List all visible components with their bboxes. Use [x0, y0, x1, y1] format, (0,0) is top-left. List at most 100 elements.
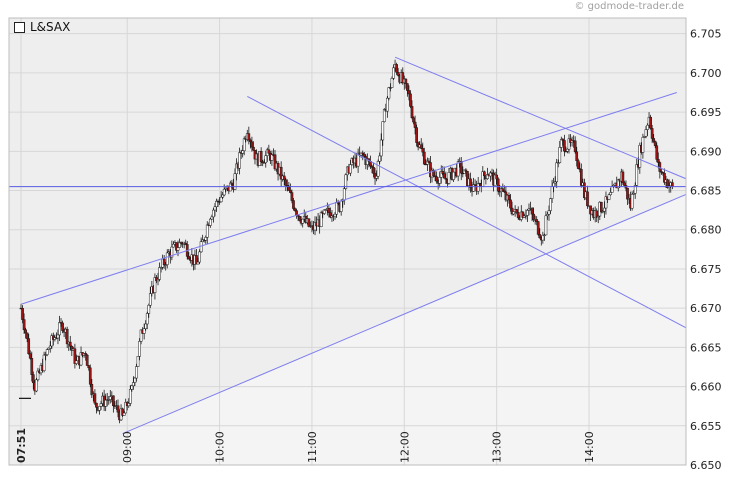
candle-body [376, 161, 380, 177]
candle-body [623, 182, 626, 186]
candle-body [579, 169, 583, 186]
candle-body [653, 141, 657, 146]
candle-body [132, 382, 135, 387]
candle-body [576, 160, 580, 169]
candle-body [170, 246, 174, 258]
candle-body [313, 222, 317, 231]
candle-body [366, 158, 369, 165]
candle-body [663, 172, 666, 183]
candle-body [213, 206, 217, 211]
x-tick-label: 10:00 [214, 431, 227, 463]
candle-body [293, 208, 297, 211]
candles [19, 59, 674, 424]
candle-body [406, 83, 409, 91]
candle-body [164, 264, 168, 266]
candle-body [555, 162, 559, 182]
candle-body [644, 129, 648, 137]
candle-body [290, 192, 294, 201]
trendline [20, 92, 677, 305]
candle-body [184, 242, 188, 245]
candle-body [433, 175, 437, 178]
candle-body [24, 329, 27, 334]
candle-body [30, 358, 34, 375]
candle-body [259, 150, 263, 162]
candle-body [21, 308, 24, 320]
candle-body [70, 345, 74, 351]
candle-body [382, 109, 386, 122]
candle-body [230, 182, 234, 185]
candle-body [541, 235, 545, 241]
candle-body [396, 72, 400, 76]
candle-body [156, 279, 160, 282]
candle-body [373, 173, 377, 179]
candle-body [307, 218, 311, 227]
candle-body [559, 138, 563, 148]
candle-body [386, 97, 389, 112]
candle-body [48, 345, 52, 349]
candle-body [544, 215, 548, 236]
candle-body [252, 146, 255, 151]
candle-body [482, 171, 486, 177]
candle-body [284, 179, 288, 186]
candle-body [643, 136, 646, 138]
candle-body [356, 152, 360, 167]
candle-body [566, 148, 569, 152]
candle-body [172, 243, 175, 248]
candle-body [107, 399, 111, 401]
candle-body [65, 328, 69, 345]
candle-body [159, 267, 163, 269]
y-tick-label: 6.670 [690, 302, 722, 315]
candle-body [621, 171, 625, 184]
trendline [247, 95, 687, 329]
y-tick-label: 6.660 [690, 381, 722, 394]
candle-body [93, 393, 97, 404]
y-tick-label: 6.700 [690, 67, 722, 80]
x-tick-label: 07:51 [15, 428, 28, 463]
candle-body [415, 127, 418, 143]
candle-body [524, 215, 528, 217]
candle-body [538, 234, 542, 239]
candle-body [208, 218, 212, 226]
candle-body [262, 162, 266, 164]
candle-body [427, 160, 431, 163]
candle-body [68, 341, 72, 347]
candle-body [301, 218, 305, 224]
candle-body [75, 360, 78, 364]
candle-body [401, 72, 405, 84]
candle-body [503, 190, 506, 193]
candle-body [459, 160, 463, 174]
candle-body [61, 322, 64, 331]
candle-body [641, 137, 645, 153]
candle-body [671, 182, 674, 187]
candle-body [130, 385, 134, 390]
candle-body [461, 172, 465, 175]
candle-body [124, 402, 128, 414]
candle-body [599, 201, 603, 213]
candle-body [633, 185, 637, 194]
candle-body [261, 161, 265, 164]
candle-body [145, 313, 149, 325]
y-tick-label: 6.690 [690, 145, 722, 158]
candle-body [158, 267, 161, 280]
candle-body [282, 175, 286, 181]
candle-body [469, 178, 472, 188]
candle-body [489, 172, 492, 177]
candle-body [535, 219, 539, 222]
y-tick-label: 6.675 [690, 263, 722, 276]
candle-body [507, 194, 511, 201]
candle-body [136, 356, 140, 367]
candle-body [165, 252, 169, 265]
candle-body [279, 166, 283, 180]
candle-body [127, 403, 131, 407]
candle-body [47, 347, 51, 350]
candle-body [638, 145, 642, 168]
candle-body [452, 171, 455, 180]
candle-body [601, 210, 605, 213]
candle-body [121, 408, 124, 416]
candle-body [122, 412, 126, 416]
candle-body [486, 174, 489, 179]
candle-body [249, 139, 252, 143]
candle-body [395, 64, 398, 73]
candle-body [493, 174, 497, 186]
watermark: © godmode-trader.de [574, 1, 685, 12]
